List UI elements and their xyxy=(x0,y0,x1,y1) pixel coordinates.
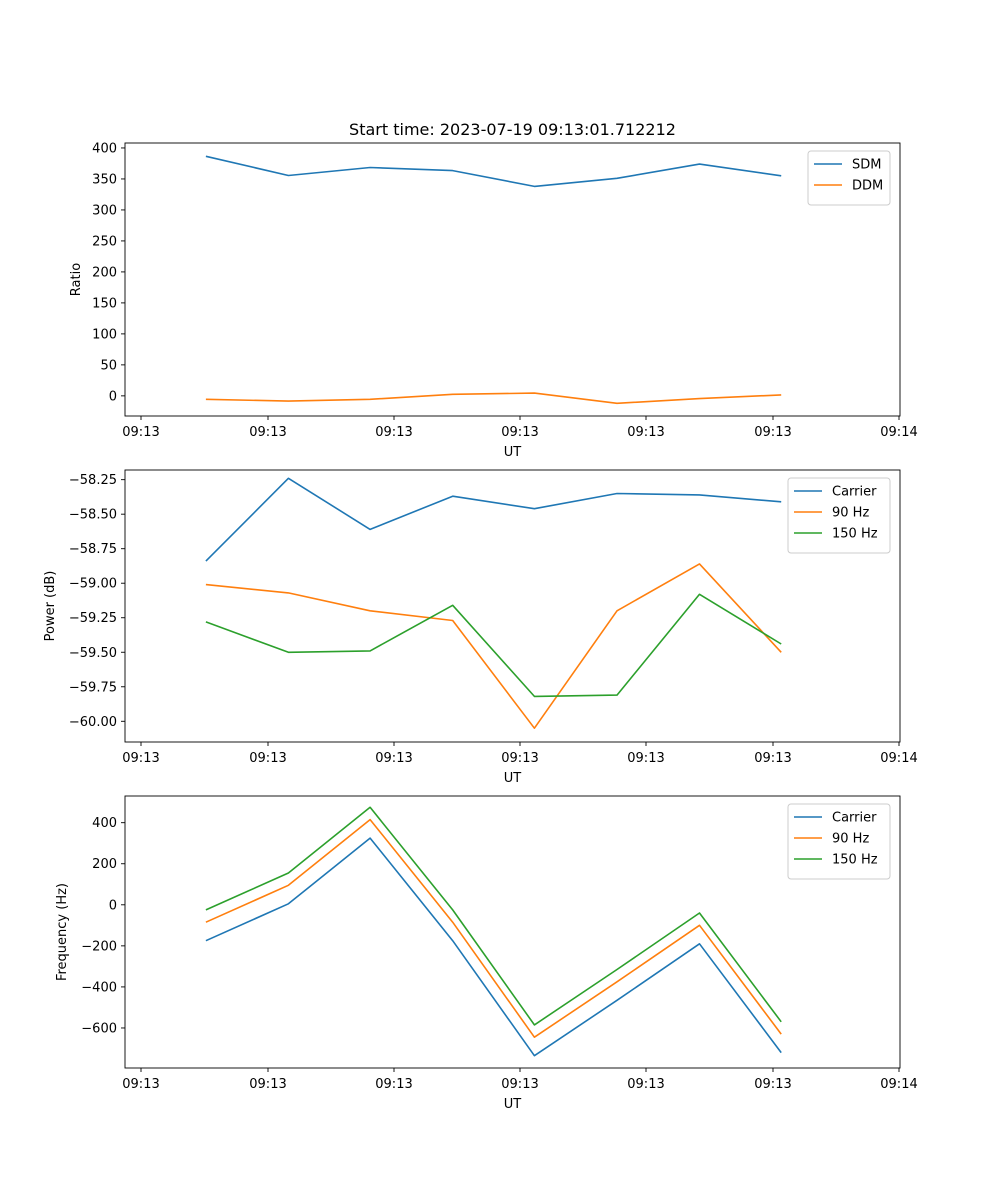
x-tick-label: 09:13 xyxy=(375,751,412,766)
x-tick-label: 09:13 xyxy=(501,751,538,766)
x-tick-label: 09:13 xyxy=(375,1077,412,1092)
x-tick-label: 09:13 xyxy=(627,1077,664,1092)
chart-1: Start time: 2023-07-19 09:13:01.712212 0 5… xyxy=(69,120,918,460)
x-axis-label: UT xyxy=(504,445,522,460)
x-tick-label: 09:13 xyxy=(754,751,791,766)
legend-label: 90 Hz xyxy=(832,832,869,847)
y-tick-label: 100 xyxy=(92,327,117,342)
y-tick-label: −59.75 xyxy=(69,680,117,695)
legend: Carrier 90 Hz 150 Hz xyxy=(787,803,891,880)
x-tick-label: 09:13 xyxy=(249,1077,286,1092)
x-tick-label: 09:14 xyxy=(880,1077,917,1092)
y-tick-label: 400 xyxy=(92,816,117,831)
series-line-150-hz xyxy=(205,593,782,698)
x-tick-label: 09:13 xyxy=(249,751,286,766)
legend-box xyxy=(787,477,891,554)
legend: SDM DDM xyxy=(807,150,891,206)
y-axis-label: Frequency (Hz) xyxy=(55,883,70,981)
x-tick-label: 09:13 xyxy=(754,1077,791,1092)
series-group xyxy=(205,806,782,1057)
y-tick-label: −58.25 xyxy=(69,473,117,488)
legend-label: 150 Hz xyxy=(832,853,878,868)
chart-3: −600 −400 −200 0 200 400 09:13 09:13 09:13 09:13 0… xyxy=(55,795,918,1112)
x-tick-label: 09:13 xyxy=(501,425,538,440)
series-line-ddm xyxy=(205,392,782,405)
y-tick-label: −59.00 xyxy=(69,577,117,592)
y-axis-label: Ratio xyxy=(69,263,84,296)
y-tick-label: −59.25 xyxy=(69,611,117,626)
x-tick-label: 09:13 xyxy=(754,751,791,766)
y-tick-label: 0 xyxy=(109,389,117,404)
x-tick-label: 09:13 xyxy=(627,751,664,766)
y-tick-label: 50 xyxy=(100,358,117,373)
series-line-sdm xyxy=(205,155,782,188)
x-tick-label: 09:13 xyxy=(627,425,664,440)
x-tick-label: 09:13 xyxy=(122,1077,159,1092)
x-axis-label: UT xyxy=(504,771,522,786)
y-tick-label: −400 xyxy=(81,980,117,995)
x-tick-label: 09:13 xyxy=(754,425,791,440)
y-tick-label: 150 xyxy=(92,296,117,311)
y-tick-label: −59.50 xyxy=(69,646,117,661)
x-tick-label: 09:14 xyxy=(880,425,917,440)
series-line-carrier xyxy=(205,477,782,562)
y-tick-label: 350 xyxy=(92,172,117,187)
chart-2: −60.00 −59.75 −59.50 −59.25 −59.00 −58.75 −58.… xyxy=(43,469,918,786)
series-line-90-hz xyxy=(205,818,782,1038)
legend-label: Carrier xyxy=(832,485,877,500)
axes-frame xyxy=(124,142,901,417)
x-tick-label: 09:13 xyxy=(375,425,412,440)
x-tick-label: 09:13 xyxy=(122,751,159,766)
y-tick-label: −200 xyxy=(81,939,117,954)
y-tick-label: 400 xyxy=(92,141,117,156)
y-tick-label: 300 xyxy=(92,203,117,218)
x-tick-label: 09:13 xyxy=(122,425,159,440)
y-tick-label: −58.75 xyxy=(69,542,117,557)
legend-label: Carrier xyxy=(832,811,877,826)
y-tick-label: −58.50 xyxy=(69,508,117,523)
x-axis-label: UT xyxy=(504,1097,522,1112)
y-tick-label: 0 xyxy=(109,898,117,913)
series-line-carrier xyxy=(205,837,782,1057)
x-tick-label: 09:13 xyxy=(754,425,791,440)
legend-box xyxy=(787,803,891,880)
x-tick-label: 09:13 xyxy=(249,425,286,440)
y-axis-label: Power (dB) xyxy=(43,571,58,642)
x-tick-label: 09:14 xyxy=(880,751,917,766)
chart-title: Start time: 2023-07-19 09:13:01.712212 xyxy=(349,120,676,139)
y-tick-label: 200 xyxy=(92,265,117,280)
y-tick-label: 250 xyxy=(92,234,117,249)
legend-label: DDM xyxy=(852,179,883,194)
series-group xyxy=(205,477,782,730)
series-line-90-hz xyxy=(205,563,782,730)
axes-frame xyxy=(124,469,901,743)
series-group xyxy=(205,155,782,405)
y-tick-label: −60.00 xyxy=(69,715,117,730)
series-line-150-hz xyxy=(205,806,782,1026)
legend-label: 150 Hz xyxy=(832,527,878,542)
axes-frame xyxy=(124,795,901,1069)
x-tick-label: 09:13 xyxy=(501,1077,538,1092)
legend-label: 90 Hz xyxy=(832,506,869,521)
y-tick-label: 200 xyxy=(92,857,117,872)
legend-label: SDM xyxy=(852,158,881,173)
x-tick-label: 09:13 xyxy=(754,1077,791,1092)
y-tick-label: −600 xyxy=(81,1021,117,1036)
legend: Carrier 90 Hz 150 Hz xyxy=(787,477,891,554)
